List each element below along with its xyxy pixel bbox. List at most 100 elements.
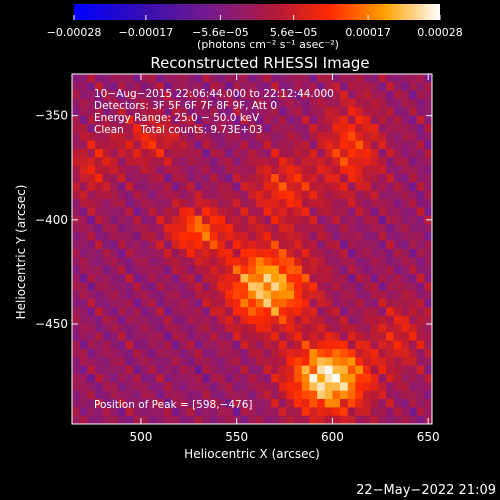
heatmap-cell xyxy=(347,365,356,375)
heatmap-cell xyxy=(294,265,303,275)
heatmap-cell xyxy=(140,215,149,225)
heatmap-cell xyxy=(171,149,180,158)
heatmap-cell xyxy=(156,232,165,242)
heatmap-cell xyxy=(232,257,241,267)
heatmap-cell xyxy=(248,315,257,325)
heatmap-cell xyxy=(202,157,211,167)
heatmap-cell xyxy=(148,332,157,342)
heatmap-cell xyxy=(232,307,241,317)
heatmap-cell xyxy=(87,82,96,92)
heatmap-cell xyxy=(324,324,333,333)
heatmap-cell xyxy=(232,282,241,292)
heatmap-cell xyxy=(110,274,119,283)
heatmap-cell xyxy=(87,140,96,150)
heatmap-cell xyxy=(240,140,249,150)
heatmap-cell xyxy=(156,274,165,283)
heatmap-cell xyxy=(355,90,364,100)
heatmap-cell xyxy=(347,290,356,300)
heatmap-cell xyxy=(94,374,104,383)
heatmap-cell xyxy=(409,415,418,425)
heatmap-cell xyxy=(79,332,88,342)
plot-frame xyxy=(71,73,433,425)
heatmap-cell xyxy=(340,315,349,325)
heatmap-cell xyxy=(332,232,341,242)
heatmap-cell xyxy=(148,307,157,317)
heatmap-cell xyxy=(355,374,364,383)
heatmap-cell xyxy=(301,140,310,150)
heatmap-cell xyxy=(79,349,88,358)
heatmap-cell xyxy=(271,315,280,325)
heatmap-cell xyxy=(110,215,119,225)
heatmap-cell xyxy=(156,365,165,375)
heatmap-cell xyxy=(163,107,172,117)
heatmap-cell xyxy=(370,174,379,183)
heatmap-cell xyxy=(309,349,318,358)
heatmap-cell xyxy=(125,90,134,100)
heatmap-cell xyxy=(72,174,81,183)
heatmap-cell xyxy=(301,190,310,200)
heatmap-cell xyxy=(148,199,157,208)
heatmap-cell xyxy=(393,140,402,150)
heatmap-cell xyxy=(424,82,433,92)
heatmap-cell xyxy=(363,365,372,375)
heatmap-cell xyxy=(309,290,318,300)
heatmap-cell xyxy=(148,299,157,308)
heatmap-cell xyxy=(110,99,119,108)
heatmap-cell xyxy=(401,415,410,425)
heatmap-cell xyxy=(179,390,188,400)
heatmap-cell xyxy=(294,215,303,225)
heatmap-cell xyxy=(309,265,318,275)
heatmap-cell xyxy=(209,199,218,208)
heatmap-cell xyxy=(232,374,241,383)
heatmap-cell xyxy=(317,190,326,200)
heatmap-cell xyxy=(301,415,310,425)
heatmap-cell xyxy=(255,307,264,317)
heatmap-cell xyxy=(87,124,96,133)
heatmap-cell xyxy=(317,90,326,100)
heatmap-cell xyxy=(156,115,165,125)
heatmap-cell xyxy=(179,115,188,125)
x-tick-label: 650 xyxy=(417,430,440,444)
heatmap-cell xyxy=(171,190,180,200)
heatmap-cell xyxy=(194,74,203,83)
heatmap-cell xyxy=(378,374,387,383)
heatmap-cell xyxy=(217,315,226,325)
heatmap-image xyxy=(72,74,433,425)
heatmap-cell xyxy=(133,399,142,408)
heatmap-cell xyxy=(248,332,257,342)
heatmap-cell xyxy=(186,165,195,175)
heatmap-cell xyxy=(324,207,333,217)
heatmap-cell xyxy=(232,274,241,283)
heatmap-cell xyxy=(355,290,364,300)
heatmap-cell xyxy=(378,349,387,358)
heatmap-cell xyxy=(110,307,119,317)
heatmap-cell xyxy=(409,374,418,383)
heatmap-cell xyxy=(156,349,165,358)
heatmap-cell xyxy=(140,357,149,367)
heatmap-cell xyxy=(217,299,226,308)
heatmap-cell xyxy=(102,365,111,375)
heatmap-cell xyxy=(355,240,364,250)
heatmap-cell xyxy=(225,240,234,250)
heatmap-cell xyxy=(340,224,349,233)
heatmap-cell xyxy=(110,199,119,208)
heatmap-cell xyxy=(225,407,234,417)
heatmap-cell xyxy=(401,307,410,317)
heatmap-cell xyxy=(340,74,349,83)
heatmap-cell xyxy=(209,307,218,317)
heatmap-cell xyxy=(72,307,81,317)
heatmap-cell xyxy=(225,282,234,292)
heatmap-cell xyxy=(110,299,119,308)
heatmap-cell xyxy=(171,124,180,133)
heatmap-cell xyxy=(117,132,127,142)
heatmap-cell xyxy=(133,374,142,383)
heatmap-cell xyxy=(255,90,264,100)
heatmap-cell xyxy=(355,257,364,267)
heatmap-cell xyxy=(202,240,211,250)
heatmap-cell xyxy=(156,299,165,308)
heatmap-cell xyxy=(179,240,188,250)
heatmap-cell xyxy=(125,132,134,142)
heatmap-cell xyxy=(79,382,88,392)
heatmap-cell xyxy=(424,232,433,242)
heatmap-cell xyxy=(117,415,127,425)
